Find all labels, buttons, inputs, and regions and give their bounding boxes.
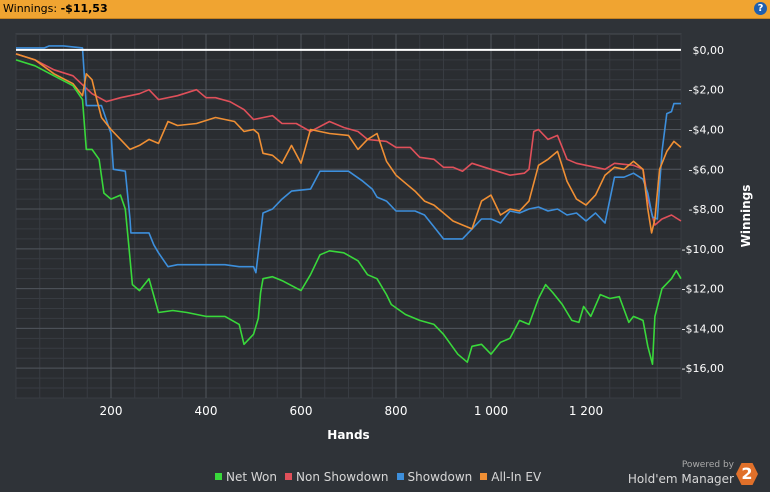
series-line-all-in-ev bbox=[15, 53, 682, 234]
x-axis-label: Hands bbox=[327, 428, 369, 442]
y-tick-label: -$4,00 bbox=[689, 123, 724, 136]
legend-item-net-won[interactable]: Net Won bbox=[215, 470, 277, 484]
winnings-header-bar: Winnings: -$11,53 ? bbox=[0, 0, 770, 19]
winnings-label: Winnings: -$11,53 bbox=[3, 2, 108, 15]
x-tick-label: 400 bbox=[195, 404, 218, 418]
y-tick-label: -$2,00 bbox=[689, 84, 724, 97]
legend-swatch bbox=[215, 473, 222, 480]
y-tick-label: -$6,00 bbox=[689, 163, 724, 176]
legend-item-showdown[interactable]: Showdown bbox=[396, 470, 473, 484]
x-tick-label: 1 000 bbox=[474, 404, 508, 418]
legend-label: Showdown bbox=[407, 470, 473, 484]
winnings-value: -$11,53 bbox=[60, 2, 108, 15]
legend-item-all-in-ev[interactable]: All-In EV bbox=[480, 470, 541, 484]
y-tick-label: $0,00 bbox=[693, 44, 725, 57]
hm2-logo-icon: 2 bbox=[736, 463, 758, 485]
y-tick-label: -$14,00 bbox=[682, 322, 724, 335]
legend-label: Non Showdown bbox=[296, 470, 389, 484]
x-tick-label: 800 bbox=[385, 404, 408, 418]
series-line-non-showdown bbox=[15, 53, 682, 226]
brand-name: Hold'em Manager bbox=[627, 472, 734, 486]
brand-block: Powered by Hold'em Manager bbox=[628, 460, 734, 487]
help-icon[interactable]: ? bbox=[754, 2, 767, 15]
legend-swatch bbox=[285, 473, 292, 480]
legend-label: Net Won bbox=[226, 470, 277, 484]
y-axis-label: Winnings bbox=[739, 185, 753, 248]
x-tick-label: 600 bbox=[290, 404, 313, 418]
x-tick-label: 200 bbox=[100, 404, 123, 418]
y-tick-label: -$10,00 bbox=[682, 243, 724, 256]
legend-swatch bbox=[480, 473, 488, 480]
winnings-chart: $0,00 -$2,00 -$4,00 -$6,00 -$8,00 -$10,00 -$12… bbox=[15, 33, 753, 442]
series-line-showdown bbox=[16, 45, 681, 274]
x-tick-label: 1 200 bbox=[569, 404, 603, 418]
y-tick-label: -$8,00 bbox=[689, 203, 724, 216]
y-tick-label: -$16,00 bbox=[682, 362, 724, 375]
y-tick-label: -$12,00 bbox=[682, 283, 724, 296]
powered-by-text: Powered by bbox=[681, 460, 734, 470]
series-line-net-won bbox=[15, 59, 682, 365]
legend-item-non-showdown[interactable]: Non Showdown bbox=[285, 470, 389, 484]
legend-label: All-In EV bbox=[491, 470, 542, 484]
legend-swatch bbox=[396, 473, 404, 480]
chart-legend: Net Won Non Showdown Showdown All-In EV bbox=[215, 470, 549, 484]
